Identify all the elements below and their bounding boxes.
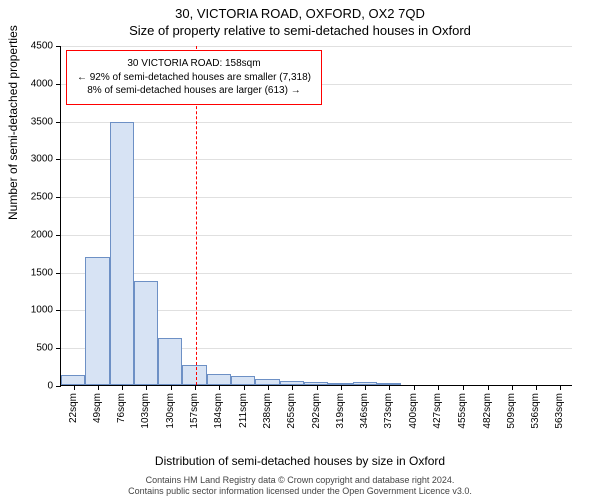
histogram-bar (231, 376, 255, 385)
x-tick-label: 319sqm (335, 393, 346, 429)
page-title-address: 30, VICTORIA ROAD, OXFORD, OX2 7QD (0, 6, 600, 21)
histogram-bar (85, 257, 109, 385)
x-tick (98, 385, 99, 390)
y-tick-label: 500 (36, 343, 61, 354)
x-tick (463, 385, 464, 390)
x-tick-label: 292sqm (311, 393, 322, 429)
x-tick (195, 385, 196, 390)
x-tick (244, 385, 245, 390)
x-tick (512, 385, 513, 390)
x-tick-label: 103sqm (140, 393, 151, 429)
x-tick (171, 385, 172, 390)
x-tick (317, 385, 318, 390)
x-tick-label: 130sqm (165, 393, 176, 429)
attribution-footer: Contains HM Land Registry data © Crown c… (0, 475, 600, 498)
x-tick-label: 157sqm (189, 393, 200, 429)
gridline (61, 273, 572, 274)
histogram-bar (304, 382, 328, 385)
histogram-bar (207, 374, 231, 385)
gridline (61, 46, 572, 47)
footer-line-1: Contains HM Land Registry data © Crown c… (0, 475, 600, 486)
histogram-bar (328, 383, 352, 385)
x-tick-label: 563sqm (554, 393, 565, 429)
histogram-bar (377, 383, 401, 385)
x-tick-label: 238sqm (262, 393, 273, 429)
gridline (61, 235, 572, 236)
gridline (61, 197, 572, 198)
gridline (61, 159, 572, 160)
callout-line-2: ← 92% of semi-detached houses are smalle… (77, 71, 311, 85)
histogram-bar (158, 338, 182, 385)
x-tick-label: 373sqm (383, 393, 394, 429)
x-tick (292, 385, 293, 390)
histogram-bar (255, 379, 279, 385)
x-tick-label: 346sqm (359, 393, 370, 429)
x-tick (488, 385, 489, 390)
y-tick-label: 1500 (31, 267, 61, 278)
callout-line-3: 8% of semi-detached houses are larger (6… (77, 84, 311, 98)
y-tick-label: 2000 (31, 229, 61, 240)
y-tick-label: 3000 (31, 154, 61, 165)
x-tick-label: 22sqm (68, 393, 79, 423)
x-tick (219, 385, 220, 390)
callout-line-1: 30 VICTORIA ROAD: 158sqm (77, 57, 311, 71)
histogram-bar (182, 365, 206, 385)
y-tick-label: 4000 (31, 78, 61, 89)
histogram-bar (134, 281, 158, 385)
x-tick-label: 184sqm (213, 393, 224, 429)
x-tick-label: 536sqm (530, 393, 541, 429)
x-tick-label: 265sqm (286, 393, 297, 429)
x-tick (341, 385, 342, 390)
x-tick (146, 385, 147, 390)
histogram-bar (110, 122, 134, 385)
x-tick (74, 385, 75, 390)
footer-line-2: Contains public sector information licen… (0, 486, 600, 497)
y-axis-title: Number of semi-detached properties (6, 25, 20, 220)
x-tick-label: 427sqm (432, 393, 443, 429)
marker-callout: 30 VICTORIA ROAD: 158sqm ← 92% of semi-d… (66, 50, 322, 105)
y-tick-label: 4500 (31, 41, 61, 52)
gridline (61, 122, 572, 123)
y-tick-label: 2500 (31, 192, 61, 203)
x-tick-label: 76sqm (116, 393, 127, 423)
x-axis-title: Distribution of semi-detached houses by … (0, 454, 600, 468)
x-tick-label: 211sqm (238, 393, 249, 428)
x-tick (268, 385, 269, 390)
y-tick-label: 3500 (31, 116, 61, 127)
x-tick (122, 385, 123, 390)
y-tick-label: 1000 (31, 305, 61, 316)
x-tick-label: 400sqm (408, 393, 419, 429)
histogram-bar (353, 382, 377, 385)
histogram-bar (61, 375, 85, 385)
x-tick (389, 385, 390, 390)
x-tick (438, 385, 439, 390)
x-tick-label: 49sqm (92, 393, 103, 423)
page-title-sub: Size of property relative to semi-detach… (0, 23, 600, 38)
x-tick (365, 385, 366, 390)
y-tick-label: 0 (47, 381, 61, 392)
x-tick (560, 385, 561, 390)
x-tick-label: 482sqm (482, 393, 493, 429)
x-tick (536, 385, 537, 390)
x-tick-label: 455sqm (457, 393, 468, 429)
x-tick (414, 385, 415, 390)
histogram-chart: 30 VICTORIA ROAD: 158sqm ← 92% of semi-d… (60, 46, 572, 386)
x-tick-label: 509sqm (506, 393, 517, 429)
histogram-bar (280, 381, 304, 385)
